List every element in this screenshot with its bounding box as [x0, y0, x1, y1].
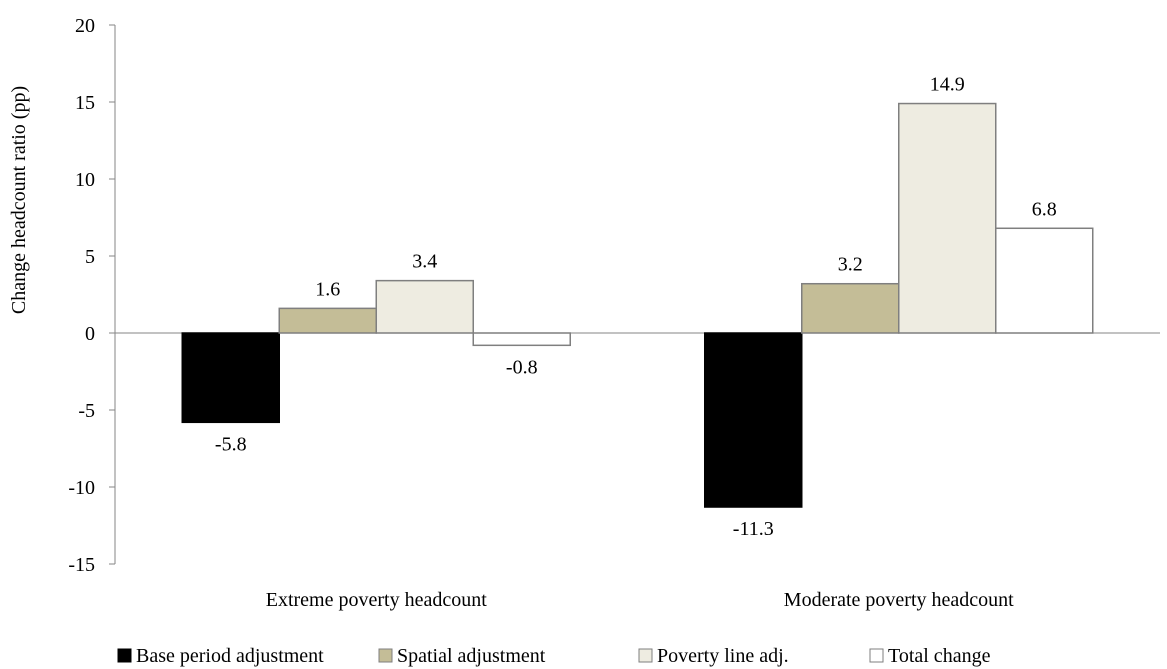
bar — [278, 307, 377, 334]
legend-swatch — [638, 648, 653, 663]
data-label: -11.3 — [733, 518, 774, 540]
legend-label: Base period adjustment — [136, 645, 324, 667]
axes: 20 15 10 5 0 -5 -10 -15 Extreme poverty headcoun… — [68, 15, 1160, 611]
data-label: 14.9 — [930, 74, 965, 96]
legend-swatch — [378, 648, 393, 663]
data-label: 3.2 — [838, 254, 863, 276]
y-tick-label: -5 — [78, 400, 95, 422]
y-tick-label: 20 — [75, 15, 95, 37]
category-label: Moderate poverty headcount — [784, 589, 1014, 611]
bar — [704, 332, 803, 508]
data-label: 3.4 — [412, 251, 437, 273]
legend-label: Spatial adjustment — [397, 645, 546, 667]
bar — [375, 279, 474, 334]
data-label: 1.6 — [315, 278, 340, 300]
bars — [181, 102, 1094, 508]
legend-swatch — [869, 648, 884, 663]
bar — [995, 227, 1094, 334]
y-axis-label: Change headcount ratio (pp) — [8, 86, 30, 314]
y-tick-label: -15 — [68, 554, 95, 576]
bar — [801, 282, 900, 334]
legend-label: Total change — [888, 645, 991, 667]
bar — [898, 102, 997, 334]
legend-swatch — [117, 648, 132, 663]
data-label: 6.8 — [1032, 198, 1057, 220]
data-labels: -5.8 1.6 3.4 -0.8 -11.3 3.2 14.9 6.8 — [215, 74, 1057, 540]
category-label: Extreme poverty headcount — [266, 589, 487, 611]
y-tick-label: 5 — [85, 246, 95, 268]
legend-label: Poverty line adj. — [657, 645, 789, 667]
legend: Base period adjustment Spatial adjustment… — [117, 645, 991, 667]
bar — [181, 332, 280, 424]
y-tick-label: -10 — [68, 477, 95, 499]
data-label: -5.8 — [215, 433, 247, 455]
y-tick-label: 15 — [75, 92, 95, 114]
data-label: -0.8 — [506, 356, 538, 378]
bar — [472, 332, 571, 347]
y-tick-label: 10 — [75, 169, 95, 191]
y-tick-label: 0 — [85, 323, 95, 345]
